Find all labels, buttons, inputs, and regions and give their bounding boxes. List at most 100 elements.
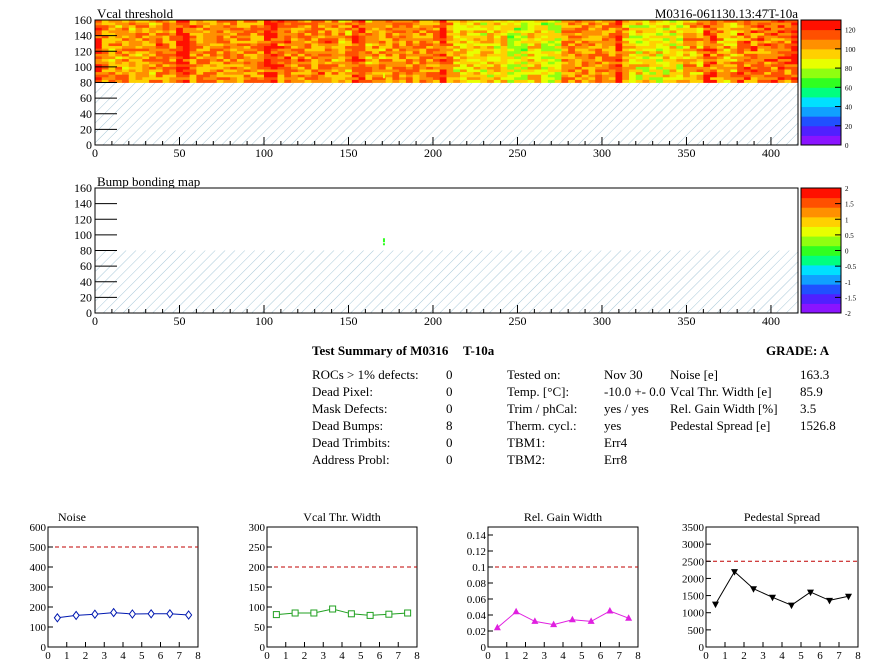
data-point [110,607,118,618]
series-line [715,570,849,606]
x-tick-label: 1 [722,650,728,662]
defect-label: Dead Trimbits: [312,435,391,450]
condition-value: -10.0 +- 0.0 [604,384,666,399]
x-tick-label: 0 [264,650,270,662]
result-label: Noise [e] [670,367,719,382]
result-value: 85.9 [800,384,823,399]
y-tick-label: 200 [249,562,266,574]
series-line [57,612,189,619]
data-point [366,611,374,619]
y-tick-label: 300 [249,522,266,534]
plot-title: Vcal Thr. Width [303,510,380,524]
condition-value: yes [604,418,622,433]
condition-value: Err4 [604,435,628,450]
y-tick-label: 100 [30,622,47,634]
data-point [310,609,318,617]
y-tick-label: 100 [249,602,266,614]
x-tick-label: 1 [283,650,289,662]
data-point [845,593,852,601]
result-label: Rel. Gain Width [%] [670,401,778,416]
test-summary: Test Summary of M0316 T-10a GRADE: A ROC… [312,343,836,467]
y-tick-label: 500 [688,625,705,637]
x-tick-label: 5 [139,650,145,662]
data-point [185,610,193,620]
summary-temperature-tag: T-10a [463,343,495,358]
y-tick-label: 0.04 [467,610,487,622]
x-tick-label: 2 [523,650,529,662]
y-tick-label: 0 [699,642,705,654]
y-tick-label: 600 [30,522,47,534]
y-tick-label: 0.08 [467,578,487,590]
x-tick-label: 7 [836,650,842,662]
data-point [147,608,155,619]
x-tick-label: 6 [158,650,164,662]
y-tick-label: 2500 [682,556,705,568]
x-tick-label: 4 [560,650,566,662]
defect-label: Address Probl: [312,452,390,467]
x-tick-label: 6 [598,650,604,662]
defect-label: ROCs > 1% defects: [312,367,419,382]
x-tick-label: 4 [339,650,345,662]
x-tick-label: 3 [760,650,766,662]
series-line [497,610,629,629]
y-tick-label: 400 [30,562,47,574]
condition-value: Nov 30 [604,367,643,382]
data-point [807,589,814,597]
defect-value: 0 [446,452,453,467]
data-point [53,612,61,623]
plot-title: Noise [58,510,86,524]
data-point [91,609,99,620]
condition-label: TBM2: [507,452,546,467]
y-tick-label: 0.06 [467,594,487,606]
x-tick-label: 8 [414,650,420,662]
y-tick-label: 50 [254,622,266,634]
defect-value: 0 [446,435,453,450]
y-tick-label: 300 [30,582,47,594]
y-tick-label: 0 [41,642,47,654]
summary-title: Test Summary of M0316 [312,343,449,358]
y-tick-label: 0 [481,642,487,654]
plot-frame [266,526,418,648]
result-value: 163.3 [800,367,830,382]
y-tick-label: 3500 [682,522,705,534]
data-point [750,586,757,593]
data-point [731,569,738,576]
data-point [625,614,633,621]
defect-label: Dead Pixel: [312,384,374,399]
x-tick-label: 7 [396,650,402,662]
data-point [404,609,412,617]
x-tick-label: 5 [579,650,585,662]
x-tick-label: 8 [635,650,641,662]
result-value: 3.5 [800,401,817,416]
y-tick-label: 0 [260,642,266,654]
data-point [769,594,776,602]
data-point [587,617,595,624]
trend-plot: 0 1 2 3 4 5 6 7 8 0 500 1000 1500 2000 2500 3000 3500 Ped… [682,510,861,662]
data-point [493,623,501,631]
result-value: 1526.8 [800,418,836,433]
x-tick-label: 3 [321,650,327,662]
trend-plot: 0 1 2 3 4 5 6 7 800.020.040.060.080.10.120.14Rel… [467,510,642,662]
defect-label: Dead Bumps: [312,418,384,433]
x-tick-label: 2 [302,650,308,662]
x-tick-label: 6 [817,650,823,662]
result-label: Pedestal Spread [e] [670,418,771,433]
x-tick-label: 5 [798,650,804,662]
data-point [72,610,80,621]
y-tick-label: 250 [249,542,266,554]
condition-value: yes / yes [604,401,649,416]
condition-label: TBM1: [507,435,546,450]
data-point [291,609,299,617]
x-tick-label: 8 [855,650,861,662]
y-tick-label: 150 [249,582,266,594]
x-tick-label: 6 [377,650,383,662]
x-tick-label: 3 [102,650,108,662]
data-point [788,602,795,610]
y-tick-label: 0.14 [467,530,487,542]
x-tick-label: 0 [45,650,51,662]
data-point [128,609,136,619]
data-point [347,610,355,618]
x-tick-label: 5 [358,650,364,662]
y-tick-label: 200 [30,602,47,614]
